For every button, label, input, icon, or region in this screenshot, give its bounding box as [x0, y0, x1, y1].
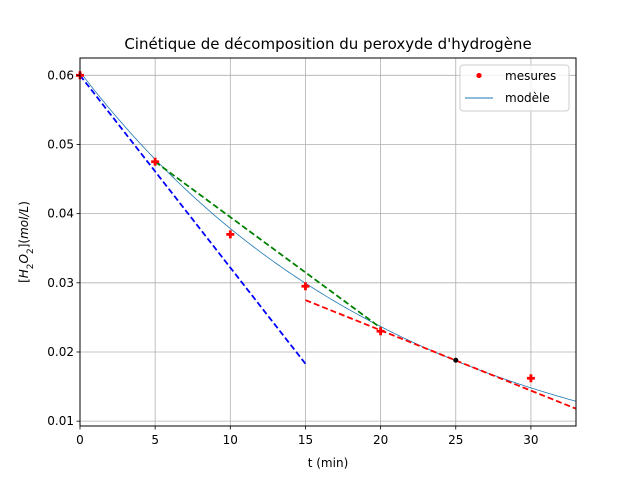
measure-point-plus-icon — [226, 230, 235, 239]
x-axis-label: t (min) — [308, 456, 349, 470]
x-tick-label: 15 — [298, 433, 313, 447]
y-tick-label: 0.02 — [47, 345, 74, 359]
tangent-line — [154, 161, 382, 329]
measure-point-plus-icon — [151, 157, 160, 166]
x-tick-label: 20 — [373, 433, 388, 447]
tick-layer: 0 5 10 15 20 25 30 0.01 0.02 0.03 0.04 0.05 0.06 — [47, 68, 538, 447]
legend-box — [459, 64, 570, 112]
x-tick-label: 0 — [76, 433, 84, 447]
x-tick-label: 10 — [223, 433, 238, 447]
reference-point-dot — [453, 357, 459, 363]
y-label-sub-2: 2 — [26, 248, 36, 254]
legend: mesures modèle — [459, 64, 570, 112]
y-label-h: H — [17, 269, 31, 278]
y-tick-label: 0.05 — [47, 137, 74, 151]
y-label-end: ) — [17, 201, 31, 206]
y-tick-label: 0.04 — [47, 207, 74, 221]
measure-point-plus-icon — [301, 282, 310, 291]
chart-title: Cinétique de décomposition du peroxyde d… — [124, 35, 531, 53]
x-tick-label: 5 — [151, 433, 159, 447]
y-label-close: ]( — [17, 239, 31, 248]
measure-point-plus-icon — [376, 327, 385, 336]
y-tick-label: 0.06 — [47, 68, 74, 82]
x-tick-label: 30 — [523, 433, 538, 447]
y-label-open: [ — [17, 278, 31, 283]
legend-label-mesures: mesures — [505, 69, 556, 83]
grid-layer — [79, 58, 576, 426]
y-label-o: O — [17, 254, 31, 263]
tangent-line — [305, 299, 576, 410]
x-tick-label: 25 — [448, 433, 463, 447]
plot-frame — [79, 57, 577, 427]
legend-label-modele: modèle — [505, 91, 550, 105]
tangent-line — [80, 74, 307, 365]
data-layer — [76, 71, 576, 410]
y-axis-label: [H2O2](mol/L) — [17, 201, 36, 283]
y-tick-label: 0.03 — [47, 276, 74, 290]
y-tick-label: 0.01 — [47, 414, 74, 428]
measure-point-plus-icon — [526, 374, 535, 383]
y-label-sub-1: 2 — [26, 263, 36, 269]
y-label-unit: mol/L — [17, 206, 31, 239]
legend-marker-plus-icon — [476, 73, 482, 78]
